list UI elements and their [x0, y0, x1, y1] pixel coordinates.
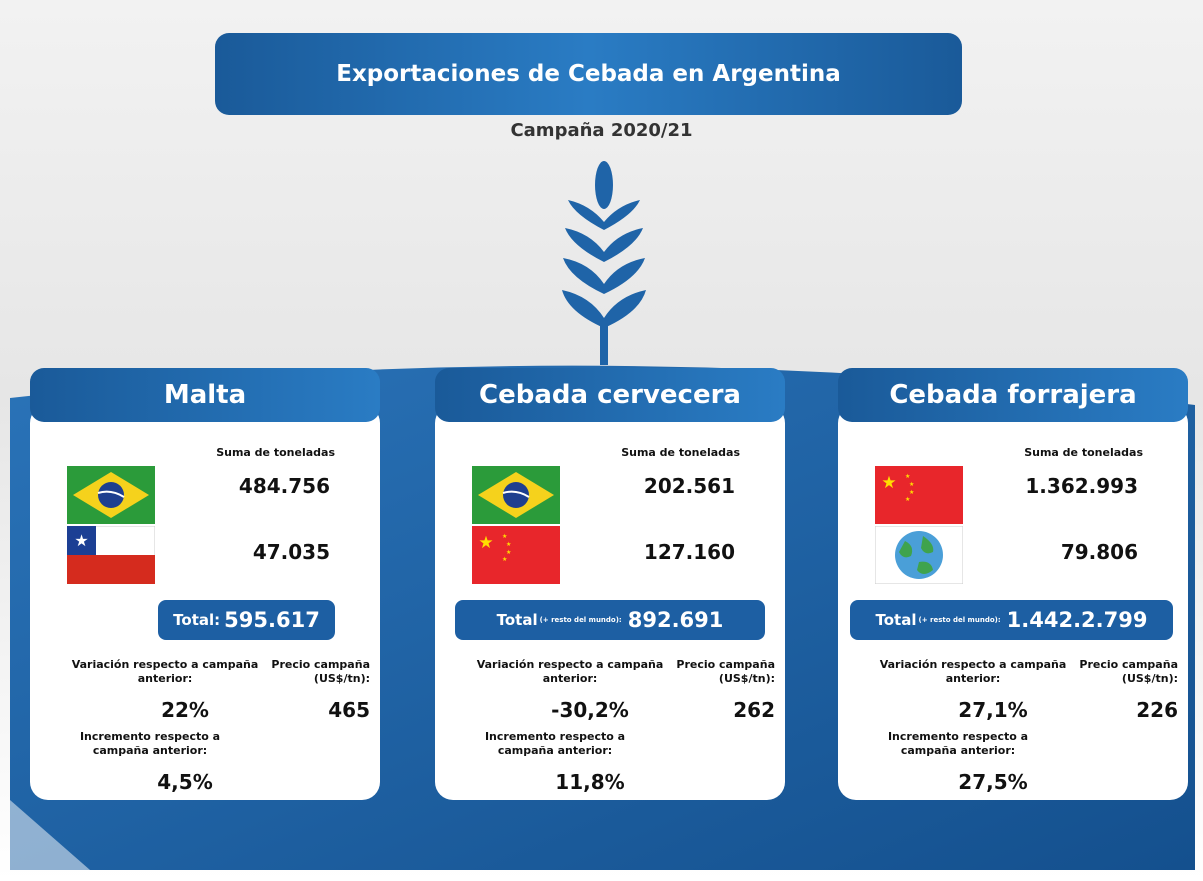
- tons-value: 1.362.993: [1025, 474, 1138, 498]
- flag: ★: [66, 525, 156, 585]
- price-label: Precio campaña (US$/tn):: [1079, 658, 1178, 685]
- flag: [67, 466, 155, 524]
- tons-label: Suma de toneladas: [621, 446, 740, 459]
- increment-value: 11,8%: [555, 770, 625, 794]
- flag-icon: [874, 525, 964, 585]
- price-value: 262: [733, 698, 775, 722]
- svg-text:★: ★: [74, 531, 88, 550]
- tons-value: 484.756: [238, 474, 330, 498]
- total-label: Total: [875, 611, 917, 629]
- increment-label: Incremento respecto a campaña anterior:: [79, 730, 221, 757]
- variation-value: -30,2%: [551, 698, 629, 722]
- flag-icon: ★: [66, 525, 156, 585]
- increment-value: 4,5%: [157, 770, 213, 794]
- total-box: Total (+ resto del mundo): 892.691: [455, 600, 765, 640]
- price-label: Precio campaña (US$/tn):: [271, 658, 370, 685]
- total-value: 892.691: [627, 608, 724, 632]
- svg-text:★: ★: [478, 533, 493, 553]
- total-box: Total: 595.617: [158, 600, 335, 640]
- svg-text:★: ★: [506, 549, 511, 556]
- tons-value: 127.160: [643, 540, 735, 564]
- increment-value: 27,5%: [958, 770, 1028, 794]
- card-title: Cebada cervecera: [435, 368, 785, 422]
- flag: ★ ★ ★ ★ ★: [875, 466, 963, 524]
- increment-label: Incremento respecto a campaña anterior:: [887, 730, 1029, 757]
- increment-label: Incremento respecto a campaña anterior:: [484, 730, 626, 757]
- tons-value: 202.561: [643, 474, 735, 498]
- total-value: 595.617: [224, 608, 320, 632]
- variation-value: 27,1%: [958, 698, 1028, 722]
- tons-value: 79.806: [1060, 540, 1138, 564]
- card-title: Malta: [30, 368, 380, 422]
- svg-text:★: ★: [905, 496, 910, 503]
- svg-text:★: ★: [905, 473, 910, 480]
- total-value: 1.442.2.799: [1006, 608, 1148, 632]
- card: Malta Suma de toneladas 484.756 ★ 47.035 Tota…: [30, 368, 380, 800]
- variation-label: Variación respecto a campaña anterior:: [879, 658, 1067, 685]
- total-note: (+ resto del mundo):: [918, 616, 1001, 624]
- tons-label: Suma de toneladas: [216, 446, 335, 459]
- flag-icon: [472, 466, 560, 524]
- tons-label: Suma de toneladas: [1024, 446, 1143, 459]
- svg-text:★: ★: [506, 541, 511, 548]
- title: Exportaciones de Cebada en Argentina: [215, 33, 962, 115]
- total-label: Total:: [173, 611, 221, 629]
- svg-text:★: ★: [881, 473, 896, 493]
- total-note: (+ resto del mundo):: [539, 616, 622, 624]
- svg-text:★: ★: [502, 556, 507, 563]
- subtitle: Campaña 2020/21: [510, 120, 693, 141]
- variation-label: Variación respecto a campaña anterior:: [71, 658, 259, 685]
- flag: ★ ★ ★ ★ ★: [472, 526, 560, 584]
- flag: [472, 466, 560, 524]
- flag-icon: ★ ★★★★: [875, 466, 963, 524]
- flag-icon: [67, 466, 155, 524]
- variation-value: 22%: [161, 698, 209, 722]
- svg-text:★: ★: [909, 481, 914, 488]
- total-label: Total: [496, 611, 538, 629]
- price-value: 226: [1136, 698, 1178, 722]
- flag-icon: ★ ★★★★: [472, 526, 560, 584]
- svg-text:★: ★: [909, 489, 914, 496]
- total-box: Total (+ resto del mundo): 1.442.2.799: [850, 600, 1173, 640]
- price-value: 465: [328, 698, 370, 722]
- card-title: Cebada forrajera: [838, 368, 1188, 422]
- variation-label: Variación respecto a campaña anterior:: [476, 658, 664, 685]
- flag: [874, 525, 964, 585]
- svg-text:★: ★: [502, 533, 507, 540]
- card: Cebada forrajera Suma de toneladas ★ ★ ★ ★ ★ 1.…: [838, 368, 1188, 800]
- tons-value: 47.035: [252, 540, 330, 564]
- price-label: Precio campaña (US$/tn):: [676, 658, 775, 685]
- card: Cebada cervecera Suma de toneladas 202.561…: [435, 368, 785, 800]
